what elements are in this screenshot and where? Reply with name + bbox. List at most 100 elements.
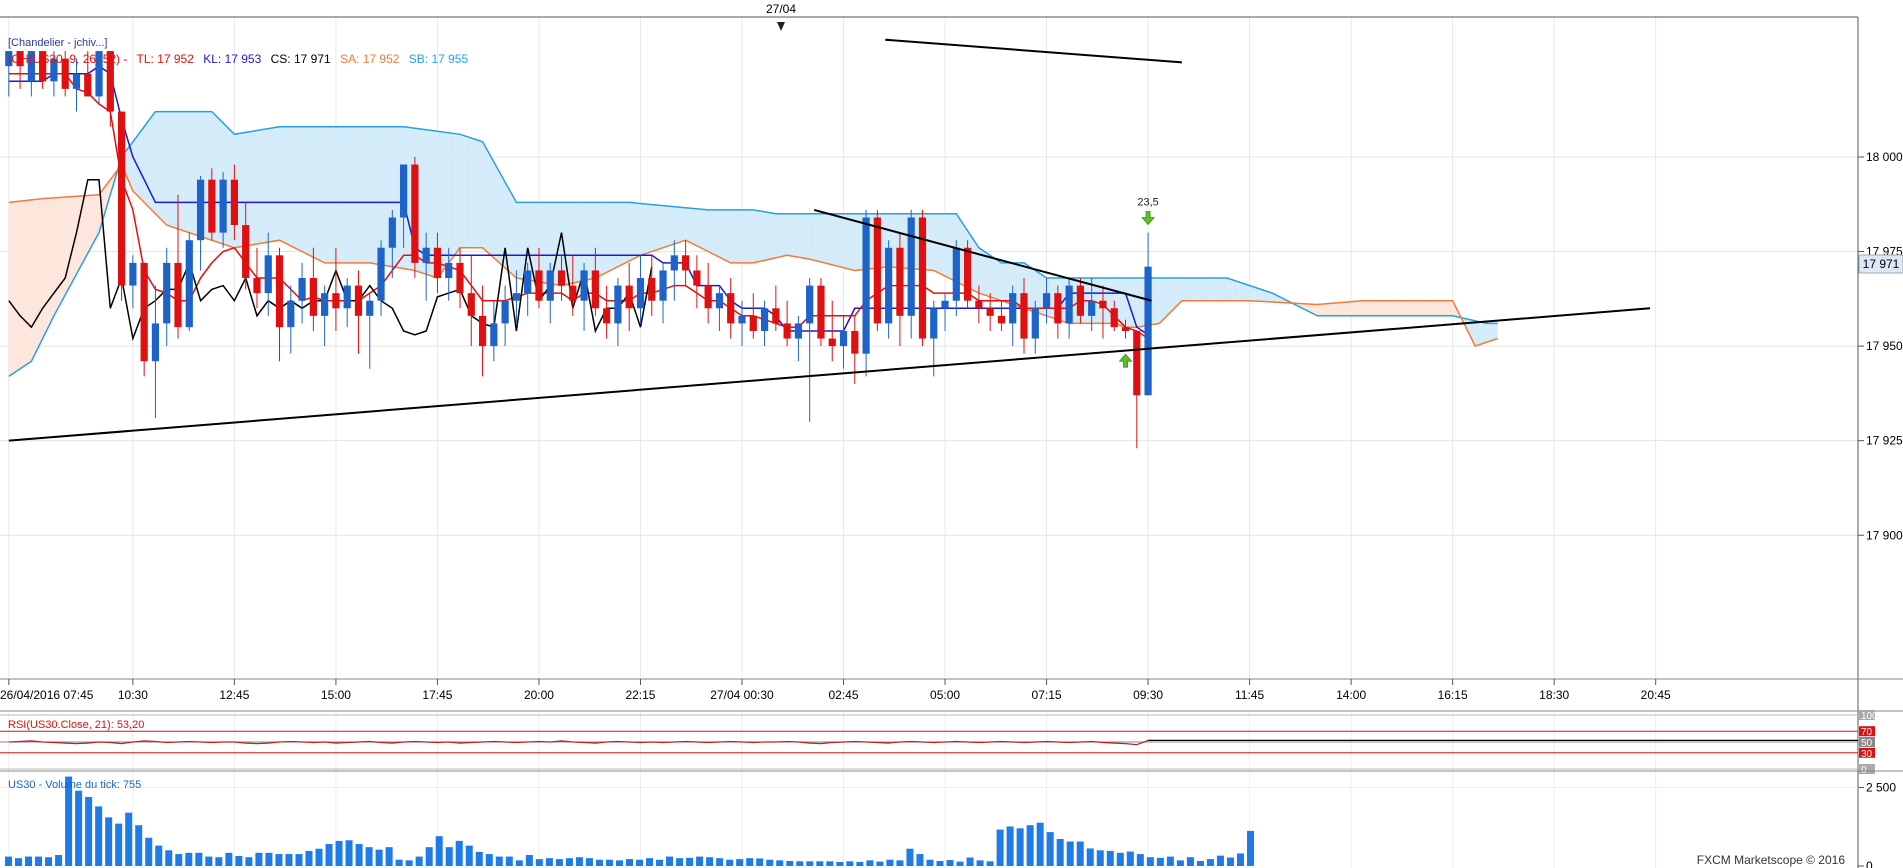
- candle: [772, 285, 780, 331]
- candle: [185, 232, 193, 331]
- volume-bar: [295, 854, 303, 866]
- candle-body: [84, 73, 92, 97]
- candle-body: [760, 308, 769, 331]
- candle-body: [411, 164, 419, 263]
- vol-tick-label: 0: [1866, 859, 1873, 868]
- candle-body: [930, 308, 938, 339]
- cloud-segment: [87, 195, 94, 254]
- cloud-segment: [1492, 323, 1498, 341]
- candle-body: [253, 278, 261, 294]
- legend-ichimoku: ICH(US30, 9, 26, 52) - TL: 17 952 KL: 17…: [8, 52, 468, 66]
- cloud-segment: [1356, 300, 1363, 316]
- volume-bar: [646, 858, 654, 866]
- candle-body: [298, 278, 306, 301]
- cloud-segment: [770, 212, 776, 260]
- cloud-segment: [505, 182, 511, 273]
- cloud-segment: [815, 213, 821, 262]
- candle: [1110, 300, 1118, 331]
- candle: [535, 247, 543, 309]
- cloud-segment: [1339, 302, 1346, 316]
- cloud-segment: [48, 197, 54, 328]
- volume-bar: [265, 852, 273, 866]
- volume-bar: [365, 847, 373, 866]
- cloud-segment: [53, 197, 60, 316]
- rsi-level-box: [1859, 747, 1875, 758]
- candle-body: [275, 255, 284, 328]
- volume-bar: [175, 854, 183, 866]
- volume-bar: [495, 856, 503, 866]
- candle-body: [806, 285, 814, 324]
- candle: [738, 300, 746, 347]
- candle: [106, 51, 114, 127]
- candle: [50, 51, 58, 97]
- cloud-segment: [420, 128, 427, 275]
- cloud-segment: [1260, 289, 1267, 302]
- candle-body: [1076, 285, 1084, 316]
- candle: [174, 194, 182, 339]
- volume-bar: [1226, 857, 1234, 866]
- candle: [253, 247, 261, 309]
- cloud-segment: [516, 202, 523, 279]
- cloud-segment: [640, 203, 647, 256]
- cloud-segment: [290, 126, 297, 249]
- cloud-segment: [296, 126, 303, 252]
- cloud-segment: [1328, 303, 1335, 316]
- cloud-segment: [978, 247, 985, 296]
- cloud-segment: [1119, 278, 1126, 328]
- candle: [648, 255, 656, 316]
- time-tick-label: 16:15: [1438, 688, 1468, 702]
- cloud-segment: [832, 213, 838, 267]
- candle: [264, 232, 272, 316]
- cloud-segment: [510, 192, 517, 279]
- candle: [27, 51, 35, 97]
- candle: [512, 270, 520, 324]
- candle-body: [321, 293, 329, 316]
- cloud-segment: [1243, 283, 1250, 301]
- price-tick-label: 17 950: [1866, 339, 1903, 353]
- cloud-segment: [189, 111, 195, 235]
- candle-body: [490, 323, 498, 347]
- candle-body: [242, 225, 250, 279]
- copyright: FXCM Marketscope © 2016: [1697, 853, 1846, 867]
- cloud-segment: [1413, 300, 1419, 316]
- trendlines[interactable]: [8, 38, 1651, 442]
- volume-panel: 2 500 0: [0, 776, 1896, 868]
- candle: [839, 315, 848, 369]
- cloud-segment: [183, 111, 190, 233]
- candle: [61, 51, 69, 97]
- volume-bar: [205, 856, 213, 866]
- candle: [501, 285, 509, 347]
- volume-bar: [1216, 855, 1224, 866]
- candle-body: [445, 262, 453, 279]
- volume-bar: [846, 861, 854, 866]
- candle: [636, 255, 645, 324]
- volume-bar: [95, 806, 103, 866]
- cloud-segment: [161, 111, 167, 226]
- candle: [975, 285, 983, 324]
- candle: [354, 270, 363, 354]
- candle-body: [1144, 266, 1152, 396]
- candle-body: [118, 111, 126, 286]
- cloud-segment: [251, 130, 257, 245]
- cloud-segment: [166, 111, 173, 227]
- cloud-segment: [1418, 300, 1425, 316]
- volume-bar: [1206, 859, 1214, 866]
- cloud-segment: [437, 131, 444, 279]
- cloud-segment: [1368, 300, 1374, 316]
- candle: [1088, 278, 1096, 331]
- candle: [569, 255, 577, 316]
- candle: [1031, 300, 1039, 354]
- cloud-segment: [262, 128, 269, 244]
- volume-bar: [636, 859, 644, 866]
- candle-body: [986, 308, 994, 316]
- cloud-segment: [364, 126, 370, 263]
- volume-bar: [1116, 852, 1124, 866]
- volume-bar: [525, 855, 533, 866]
- candle-body: [580, 270, 588, 301]
- volume-bar: [65, 776, 73, 866]
- volume-bar: [856, 861, 864, 866]
- cloud-segment: [679, 207, 686, 243]
- volume-bar: [906, 848, 914, 866]
- candle-body: [106, 51, 114, 112]
